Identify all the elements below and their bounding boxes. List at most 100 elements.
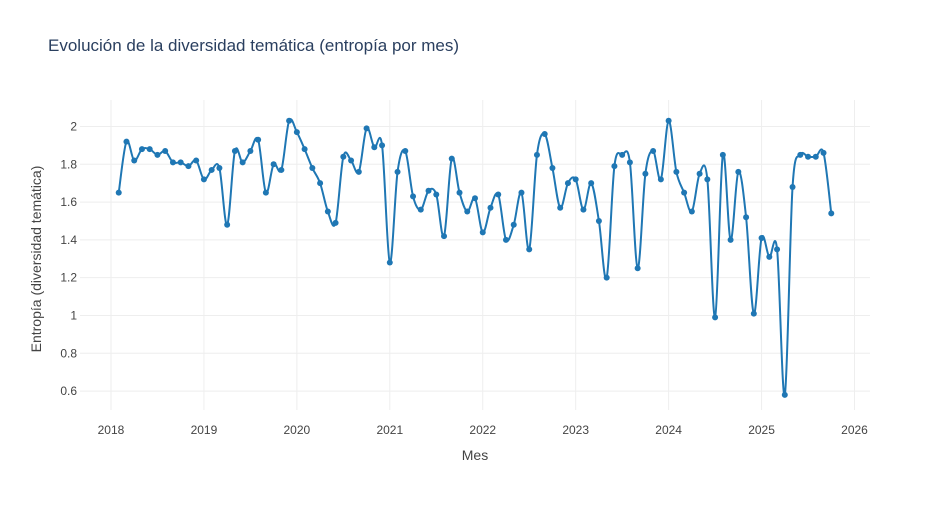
data-point[interactable] bbox=[239, 159, 246, 166]
data-point[interactable] bbox=[456, 189, 463, 196]
data-point[interactable] bbox=[138, 146, 145, 153]
data-point[interactable] bbox=[332, 219, 339, 226]
series-layer bbox=[115, 117, 835, 398]
data-point[interactable] bbox=[673, 168, 680, 175]
data-point[interactable] bbox=[611, 163, 618, 170]
data-point[interactable] bbox=[557, 204, 564, 211]
data-point[interactable] bbox=[657, 176, 664, 183]
data-point[interactable] bbox=[464, 208, 471, 215]
data-point[interactable] bbox=[193, 157, 200, 164]
data-point[interactable] bbox=[348, 157, 355, 164]
data-point[interactable] bbox=[324, 208, 331, 215]
data-point[interactable] bbox=[789, 183, 796, 190]
data-point[interactable] bbox=[797, 151, 804, 158]
data-point[interactable] bbox=[371, 144, 378, 151]
data-point[interactable] bbox=[185, 163, 192, 170]
data-point[interactable] bbox=[510, 221, 517, 228]
data-point[interactable] bbox=[743, 214, 750, 221]
data-point[interactable] bbox=[634, 265, 641, 272]
data-point[interactable] bbox=[564, 180, 571, 187]
data-point[interactable] bbox=[781, 391, 788, 398]
data-point[interactable] bbox=[626, 159, 633, 166]
data-point[interactable] bbox=[123, 138, 130, 145]
data-point[interactable] bbox=[355, 168, 362, 175]
data-point[interactable] bbox=[317, 180, 324, 187]
data-point[interactable] bbox=[820, 149, 827, 156]
data-point[interactable] bbox=[255, 136, 262, 143]
data-point[interactable] bbox=[286, 117, 293, 124]
data-point[interactable] bbox=[394, 168, 401, 175]
data-point[interactable] bbox=[549, 165, 556, 172]
data-point[interactable] bbox=[402, 148, 409, 155]
data-point[interactable] bbox=[410, 193, 417, 200]
data-point[interactable] bbox=[231, 148, 238, 155]
data-point[interactable] bbox=[502, 236, 509, 243]
data-point[interactable] bbox=[154, 151, 161, 158]
data-point[interactable] bbox=[828, 210, 835, 217]
data-point[interactable] bbox=[588, 180, 595, 187]
data-point[interactable] bbox=[572, 176, 579, 183]
data-point[interactable] bbox=[262, 189, 269, 196]
data-point[interactable] bbox=[386, 259, 393, 266]
x-tick-label: 2026 bbox=[841, 423, 868, 437]
data-point[interactable] bbox=[301, 146, 308, 153]
data-point[interactable] bbox=[200, 176, 207, 183]
data-point[interactable] bbox=[115, 189, 122, 196]
data-point[interactable] bbox=[812, 153, 819, 160]
data-point[interactable] bbox=[162, 148, 169, 155]
data-point[interactable] bbox=[719, 151, 726, 158]
data-point[interactable] bbox=[774, 246, 781, 253]
data-point[interactable] bbox=[479, 229, 486, 236]
data-point[interactable] bbox=[247, 148, 254, 155]
data-point[interactable] bbox=[433, 191, 440, 198]
data-point[interactable] bbox=[681, 189, 688, 196]
data-point[interactable] bbox=[704, 176, 711, 183]
data-point[interactable] bbox=[293, 129, 300, 136]
data-point[interactable] bbox=[665, 117, 672, 124]
data-point[interactable] bbox=[379, 142, 386, 149]
data-point[interactable] bbox=[735, 168, 742, 175]
data-point[interactable] bbox=[526, 246, 533, 253]
data-point[interactable] bbox=[650, 148, 657, 155]
data-point[interactable] bbox=[441, 233, 448, 240]
data-point[interactable] bbox=[224, 221, 231, 228]
data-point[interactable] bbox=[146, 146, 153, 153]
data-point[interactable] bbox=[425, 187, 432, 194]
data-point[interactable] bbox=[131, 157, 138, 164]
data-point[interactable] bbox=[541, 131, 548, 138]
data-point[interactable] bbox=[805, 153, 812, 160]
data-point[interactable] bbox=[696, 170, 703, 177]
data-point[interactable] bbox=[712, 314, 719, 321]
data-point[interactable] bbox=[750, 310, 757, 317]
data-point[interactable] bbox=[518, 189, 525, 196]
y-tick-label: 0.6 bbox=[60, 384, 77, 398]
data-point[interactable] bbox=[595, 217, 602, 224]
y-tick-label: 1.6 bbox=[60, 195, 77, 209]
data-point[interactable] bbox=[619, 151, 626, 158]
data-point[interactable] bbox=[727, 236, 734, 243]
data-point[interactable] bbox=[208, 166, 215, 173]
data-point[interactable] bbox=[688, 208, 695, 215]
data-point[interactable] bbox=[487, 204, 494, 211]
data-point[interactable] bbox=[642, 170, 649, 177]
data-point[interactable] bbox=[309, 165, 316, 172]
data-point[interactable] bbox=[758, 234, 765, 241]
data-point[interactable] bbox=[448, 155, 455, 162]
data-point[interactable] bbox=[472, 195, 478, 202]
data-point[interactable] bbox=[363, 125, 370, 132]
y-tick-label: 1.4 bbox=[60, 233, 77, 247]
x-tick-label: 2019 bbox=[191, 423, 218, 437]
data-point[interactable] bbox=[216, 165, 223, 172]
data-point[interactable] bbox=[495, 191, 502, 198]
data-point[interactable] bbox=[340, 153, 347, 160]
y-gridlines bbox=[80, 125, 870, 392]
data-point[interactable] bbox=[278, 166, 285, 173]
data-point[interactable] bbox=[169, 159, 176, 166]
data-point[interactable] bbox=[417, 206, 424, 213]
data-point[interactable] bbox=[766, 253, 773, 260]
data-point[interactable] bbox=[270, 161, 277, 168]
data-point[interactable] bbox=[580, 206, 587, 213]
data-point[interactable] bbox=[177, 159, 184, 166]
data-point[interactable] bbox=[533, 151, 540, 158]
data-point[interactable] bbox=[603, 274, 610, 281]
